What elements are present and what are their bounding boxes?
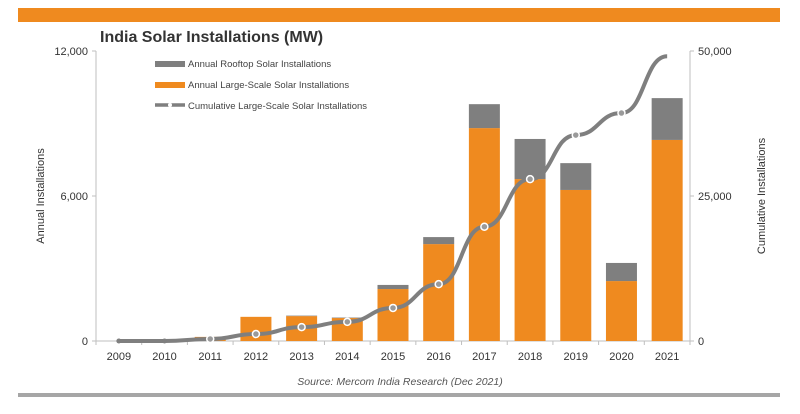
legend-label-large-scale: Annual Large-Scale Solar Installations (188, 80, 349, 91)
bar-rooftop (377, 284, 409, 290)
bar-large-scale (377, 289, 409, 341)
x-tick-label: 2013 (289, 351, 313, 363)
x-tick-label: 2021 (655, 351, 679, 363)
y2-tick-label: 50,000 (698, 46, 732, 58)
chart-title: India Solar Installations (MW) (100, 29, 323, 46)
bar-large-scale (423, 244, 455, 341)
bar-rooftop (651, 98, 683, 140)
bar-rooftop (605, 262, 637, 282)
x-tick-label: 2011 (198, 351, 222, 363)
x-tick-label: 2017 (472, 351, 496, 363)
x-tick-label: 2010 (152, 351, 176, 363)
top-banner (18, 8, 780, 22)
x-tick-label: 2014 (335, 351, 359, 363)
legend-label-rooftop: Annual Rooftop Solar Installations (188, 59, 331, 70)
x-tick-label: 2020 (609, 351, 633, 363)
y2-tick-label: 25,000 (698, 191, 732, 203)
x-tick-label: 2015 (381, 351, 405, 363)
cumulative-line (118, 54, 668, 343)
bar-large-scale (605, 281, 637, 341)
cumulative-point (525, 174, 535, 184)
bar-large-scale (651, 139, 683, 341)
cumulative-point (297, 322, 306, 332)
y-tick-label: 12,000 (54, 46, 88, 58)
cumulative-point (162, 338, 168, 344)
bar-large-scale (514, 179, 546, 341)
legend-marker-cumulative (168, 103, 172, 107)
legend: Annual Rooftop Solar Installations Annual… (155, 59, 367, 112)
cumulative-point (343, 317, 352, 327)
cumulative-point (571, 130, 581, 140)
legend-swatch-large-scale (155, 82, 185, 88)
y-tick-label: 0 (82, 336, 88, 348)
x-tick-label: 2019 (564, 351, 588, 363)
cumulative-point (434, 279, 443, 289)
cumulative-point (251, 329, 261, 339)
x-tick-label: 2018 (518, 351, 542, 363)
y2-axis-label: Cumulative Installations (756, 137, 768, 254)
x-tick-label: 2012 (244, 351, 268, 363)
bar-rooftop (468, 104, 500, 129)
bar-rooftop (514, 138, 546, 180)
x-tick-label: 2009 (107, 351, 131, 363)
cumulative-point (388, 303, 398, 313)
cumulative-point (205, 334, 215, 344)
legend-swatch-rooftop (155, 61, 185, 67)
bar-large-scale (560, 189, 592, 341)
y2-tick-label: 0 (698, 336, 704, 348)
legend-label-cumulative: Cumulative Large-Scale Solar Installatio… (188, 101, 367, 112)
cumulative-point (617, 108, 626, 118)
source-note: Source: Mercom India Research (Dec 2021) (297, 376, 502, 388)
bar-rooftop (423, 237, 455, 245)
y-axis-label: Annual Installations (35, 148, 47, 244)
bottom-rule (18, 393, 780, 397)
cumulative-point (116, 338, 122, 344)
cumulative-point (480, 222, 489, 231)
x-tick-label: 2016 (426, 351, 450, 363)
y-tick-label: 6,000 (60, 191, 88, 203)
bar-rooftop (560, 163, 592, 190)
